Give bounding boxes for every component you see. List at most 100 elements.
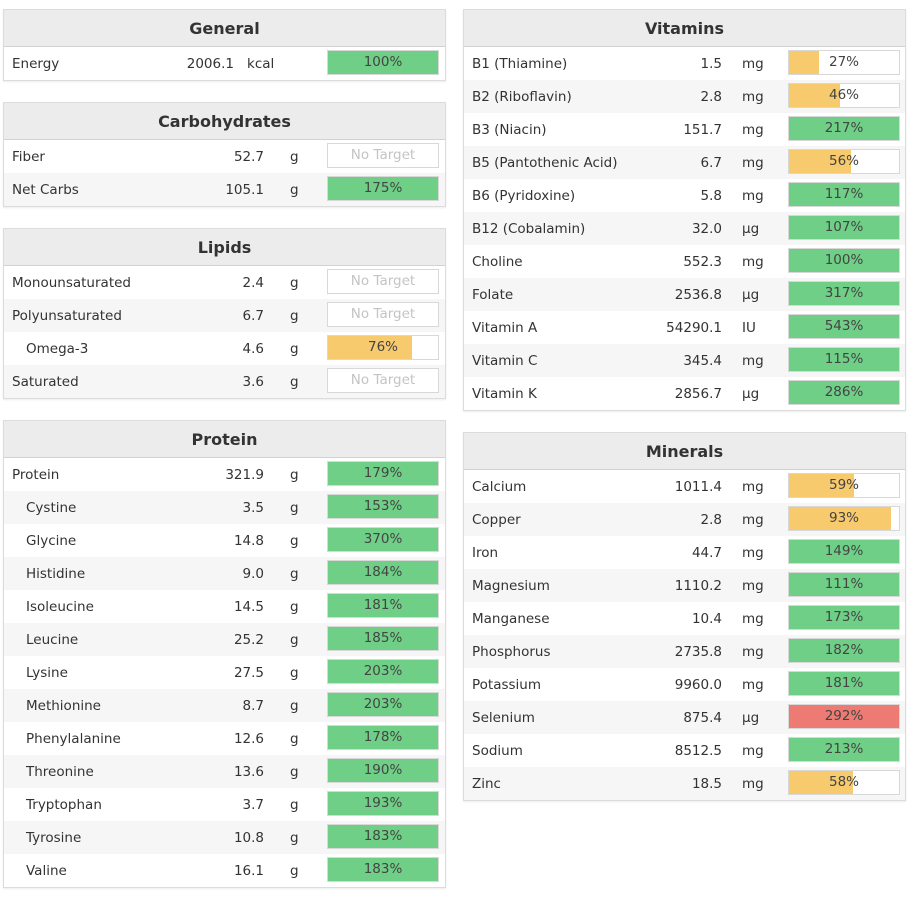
target-progress-bar: 56% [788, 149, 900, 174]
progress-label: 181% [363, 597, 403, 613]
nutrient-name: Polyunsaturated [12, 308, 122, 324]
nutrient-name: B2 (Riboflavin) [472, 89, 572, 105]
progress-fill [328, 792, 438, 815]
nutrient-amount: 2735.8 [674, 644, 722, 660]
nutrient-amount: 25.2 [233, 632, 264, 648]
nutrient-unit: mg [742, 512, 764, 528]
progress-fill [328, 759, 438, 782]
progress-label: No Target [350, 147, 416, 163]
nutrient-amount: 3.7 [242, 797, 264, 813]
nutrient-name: Valine [26, 863, 67, 879]
nutrient-amount: 1011.4 [674, 479, 722, 495]
nutrient-amount: 14.5 [233, 599, 264, 615]
nutrient-name: Manganese [472, 611, 550, 627]
nutrient-name: Phenylalanine [26, 731, 121, 747]
target-progress-bar: 190% [327, 758, 439, 783]
nutrient-unit: mg [742, 188, 764, 204]
nutrient-name: Vitamin K [472, 386, 537, 402]
nutrient-row-b2-riboflavin: B2 (Riboflavin) 2.8 mg 46% [464, 80, 905, 113]
nutrient-amount: 9960.0 [674, 677, 722, 693]
progress-label: 213% [824, 741, 864, 757]
nutrient-unit: mg [742, 644, 764, 660]
target-progress-bar: No Target [327, 143, 439, 168]
nutrient-name: Tyrosine [26, 830, 82, 846]
progress-label: 117% [824, 186, 864, 202]
nutrient-name: B6 (Pyridoxine) [472, 188, 576, 204]
nutrient-amount: 1110.2 [674, 578, 722, 594]
nutrient-name: Saturated [12, 374, 79, 390]
nutrient-amount: 27.5 [233, 665, 264, 681]
nutrient-amount: 2.8 [700, 512, 722, 528]
target-progress-bar: 286% [788, 380, 900, 405]
nutrient-row-calcium: Calcium 1011.4 mg 59% [464, 470, 905, 503]
nutrient-unit: g [290, 500, 299, 516]
nutrient-unit: mg [742, 479, 764, 495]
nutrient-row-iron: Iron 44.7 mg 149% [464, 536, 905, 569]
target-progress-bar: 175% [327, 176, 439, 201]
target-progress-bar: 370% [327, 527, 439, 552]
nutrient-row-phosphorus: Phosphorus 2735.8 mg 182% [464, 635, 905, 668]
progress-label: 149% [824, 543, 864, 559]
nutrient-amount: 321.9 [225, 467, 264, 483]
nutrient-unit: mg [742, 578, 764, 594]
nutrient-unit: g [290, 533, 299, 549]
progress-label: 153% [363, 498, 403, 514]
nutrient-amount: 9.0 [242, 566, 264, 582]
nutrient-amount: 4.6 [242, 341, 264, 357]
target-progress-bar: 58% [788, 770, 900, 795]
nutrient-row-copper: Copper 2.8 mg 93% [464, 503, 905, 536]
progress-fill [328, 51, 438, 74]
nutrient-unit: g [290, 566, 299, 582]
progress-label: 182% [824, 642, 864, 658]
general-panel: General Energy 2006.1 kcal 100% [3, 9, 446, 81]
nutrient-amount: 151.7 [683, 122, 722, 138]
progress-fill [789, 606, 899, 629]
nutrient-amount: 10.4 [691, 611, 722, 627]
nutrient-row-saturated: Saturated 3.6 g No Target [4, 365, 445, 398]
progress-fill [789, 738, 899, 761]
progress-label: 100% [363, 54, 403, 70]
target-progress-bar: 317% [788, 281, 900, 306]
nutrient-name: Choline [472, 254, 523, 270]
target-progress-bar: 184% [327, 560, 439, 585]
nutrient-unit: mg [742, 89, 764, 105]
nutrient-name: Omega-3 [26, 341, 89, 357]
vitamins-panel: Vitamins B1 (Thiamine) 1.5 mg 27% B2 (Ribofla… [463, 9, 906, 411]
progress-label: 59% [828, 477, 859, 493]
progress-fill [789, 84, 840, 107]
progress-label: 317% [824, 285, 864, 301]
progress-fill [328, 561, 438, 584]
progress-label: 111% [824, 576, 864, 592]
progress-label: No Target [350, 372, 416, 388]
nutrient-name: Folate [472, 287, 514, 303]
progress-label: 56% [828, 153, 859, 169]
nutrient-row-b6-pyridoxine: B6 (Pyridoxine) 5.8 mg 117% [464, 179, 905, 212]
progress-label: 46% [828, 87, 859, 103]
nutrient-unit: g [290, 665, 299, 681]
nutrient-unit: mg [742, 56, 764, 72]
nutrient-name: Threonine [26, 764, 94, 780]
target-progress-bar: 173% [788, 605, 900, 630]
progress-label: 175% [363, 180, 403, 196]
nutrient-unit: g [290, 731, 299, 747]
progress-label: 115% [824, 351, 864, 367]
minerals-header: Minerals [464, 433, 905, 470]
nutrient-row-protein: Protein 321.9 g 179% [4, 458, 445, 491]
nutrient-row-vitamin-c: Vitamin C 345.4 mg 115% [464, 344, 905, 377]
nutrient-name: B5 (Pantothenic Acid) [472, 155, 618, 171]
nutrient-row-net-carbs: Net Carbs 105.1 g 175% [4, 173, 445, 206]
nutrient-unit: mg [742, 677, 764, 693]
progress-label: 179% [363, 465, 403, 481]
nutrient-row-vitamin-k: Vitamin K 2856.7 µg 286% [464, 377, 905, 410]
nutrient-unit: mg [742, 776, 764, 792]
progress-fill [789, 150, 851, 173]
nutrient-row-b1-thiamine: B1 (Thiamine) 1.5 mg 27% [464, 47, 905, 80]
progress-fill [328, 462, 438, 485]
nutrient-amount: 14.8 [233, 533, 264, 549]
progress-label: 217% [824, 120, 864, 136]
nutrient-unit: mg [742, 254, 764, 270]
nutrient-name: Calcium [472, 479, 527, 495]
nutrient-amount: 552.3 [683, 254, 722, 270]
nutrient-unit: µg [742, 221, 760, 237]
nutrient-unit: g [290, 182, 299, 198]
